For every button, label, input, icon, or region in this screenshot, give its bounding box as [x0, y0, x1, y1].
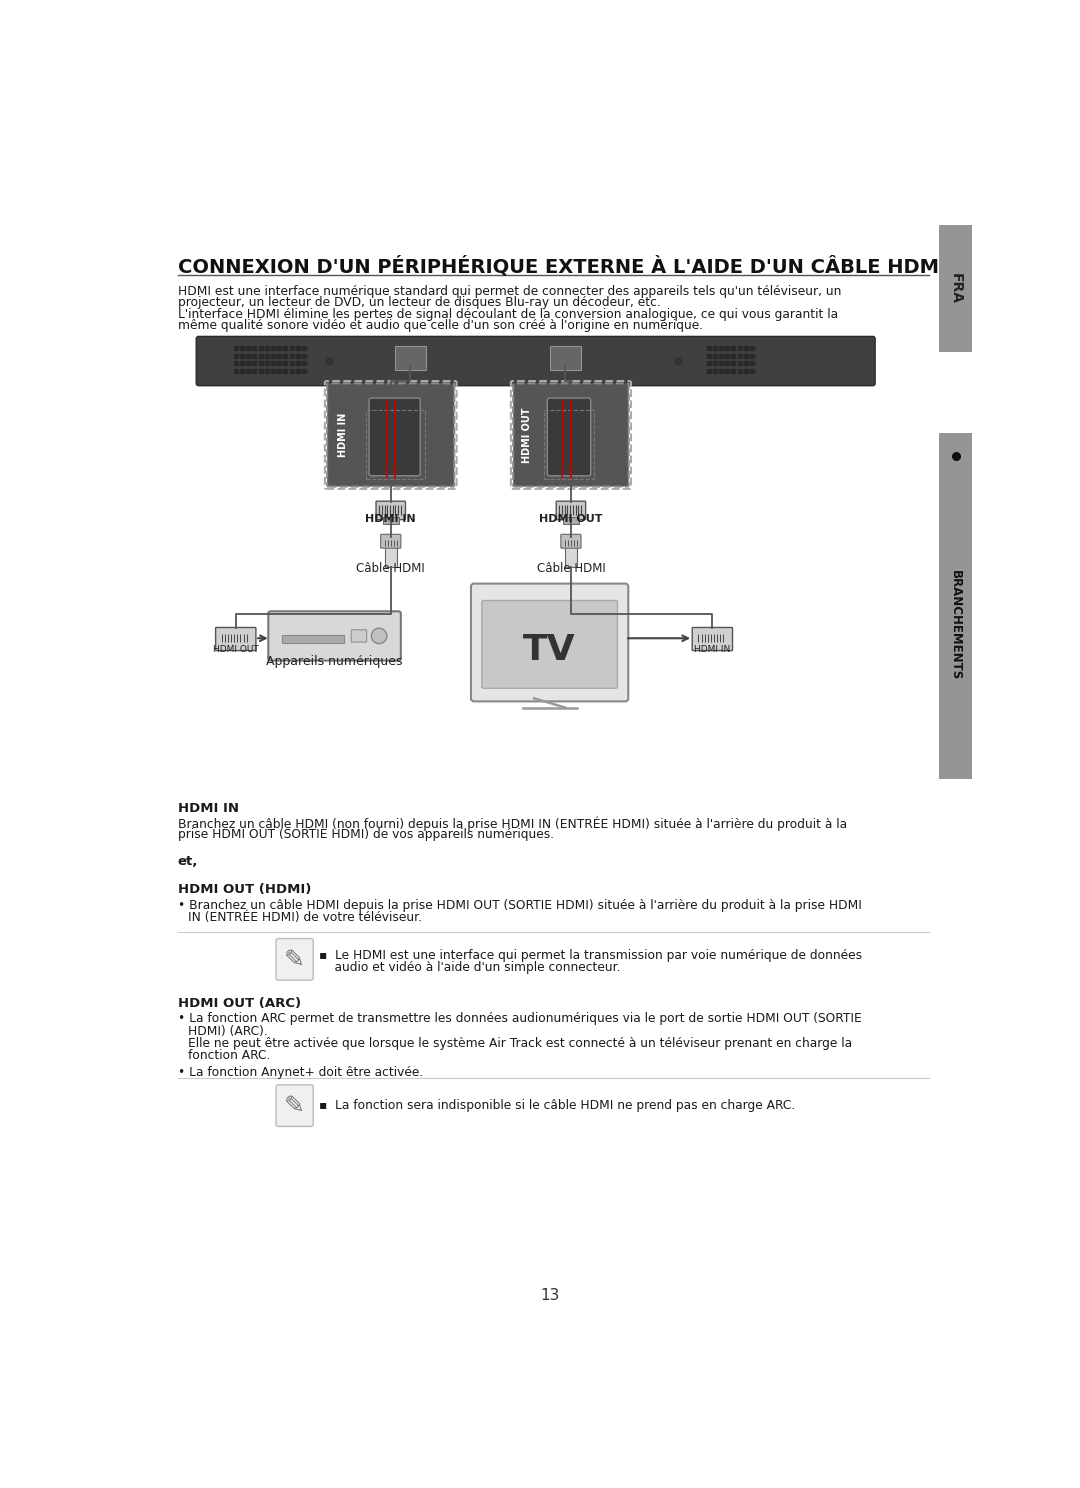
Bar — [940, 433, 972, 780]
FancyBboxPatch shape — [548, 397, 591, 476]
Text: HDMI OUT: HDMI OUT — [213, 644, 258, 653]
Bar — [550, 347, 581, 369]
Text: même qualité sonore vidéo et audio que celle d'un son créé à l'origine en numéri: même qualité sonore vidéo et audio que c… — [177, 320, 703, 332]
Text: HDMI IN: HDMI IN — [338, 412, 348, 457]
Text: HDMI IN: HDMI IN — [177, 802, 239, 815]
Text: HDMI IN: HDMI IN — [694, 644, 730, 653]
Text: Branchez un câble HDMI (non fourni) depuis la prise HDMI IN (ENTRÉE HDMI) située: Branchez un câble HDMI (non fourni) depu… — [177, 815, 847, 830]
Text: et,: et, — [177, 854, 198, 868]
FancyBboxPatch shape — [692, 628, 732, 650]
Text: IN (ENTRÉE HDMI) de votre téléviseur.: IN (ENTRÉE HDMI) de votre téléviseur. — [188, 911, 421, 924]
Text: HDMI IN: HDMI IN — [365, 513, 416, 524]
Text: HDMI OUT (ARC): HDMI OUT (ARC) — [177, 997, 300, 1010]
Text: HDMI est une interface numérique standard qui permet de connecter des appareils : HDMI est une interface numérique standar… — [177, 284, 841, 298]
Text: HDMI OUT: HDMI OUT — [522, 408, 532, 463]
Text: HDMI OUT (HDMI): HDMI OUT (HDMI) — [177, 882, 311, 896]
Text: • La fonction Anynet+ doit être activée.: • La fonction Anynet+ doit être activée. — [177, 1065, 423, 1079]
FancyBboxPatch shape — [276, 939, 313, 981]
Text: ▪  Le HDMI est une interface qui permet la transmission par voie numérique de do: ▪ Le HDMI est une interface qui permet l… — [320, 948, 863, 961]
FancyBboxPatch shape — [513, 384, 629, 487]
Text: ✎: ✎ — [284, 1094, 306, 1117]
FancyBboxPatch shape — [561, 534, 581, 548]
FancyBboxPatch shape — [351, 629, 367, 643]
Text: Câble HDMI: Câble HDMI — [356, 562, 426, 574]
Bar — [940, 225, 972, 351]
Circle shape — [372, 628, 387, 644]
FancyBboxPatch shape — [482, 601, 618, 689]
Text: BRANCHEMENTS: BRANCHEMENTS — [949, 570, 962, 680]
FancyBboxPatch shape — [376, 501, 405, 519]
Text: Elle ne peut être activée que lorsque le système Air Track est connecté à un tél: Elle ne peut être activée que lorsque le… — [188, 1037, 852, 1051]
Text: • La fonction ARC permet de transmettre les données audionumériques via le port : • La fonction ARC permet de transmettre … — [177, 1012, 862, 1025]
FancyBboxPatch shape — [471, 583, 629, 701]
Bar — [282, 635, 345, 643]
FancyBboxPatch shape — [197, 336, 875, 385]
FancyBboxPatch shape — [380, 534, 401, 548]
Text: 13: 13 — [540, 1287, 559, 1303]
Text: ✎: ✎ — [284, 948, 306, 972]
Text: HDMI) (ARC).: HDMI) (ARC). — [188, 1025, 268, 1037]
Text: Appareils numériques: Appareils numériques — [267, 655, 403, 668]
Bar — [384, 539, 397, 567]
Text: TV: TV — [524, 634, 576, 667]
Text: audio et vidéo à l'aide d'un simple connecteur.: audio et vidéo à l'aide d'un simple conn… — [320, 961, 621, 973]
Text: HDMI OUT: HDMI OUT — [539, 513, 603, 524]
FancyBboxPatch shape — [369, 397, 420, 476]
Bar — [563, 518, 579, 524]
Text: L'interface HDMI élimine les pertes de signal découlant de la conversion analogi: L'interface HDMI élimine les pertes de s… — [177, 308, 838, 321]
Bar — [394, 347, 426, 369]
Text: ▪  La fonction sera indisponible si le câble HDMI ne prend pas en charge ARC.: ▪ La fonction sera indisponible si le câ… — [320, 1100, 796, 1113]
FancyBboxPatch shape — [216, 628, 256, 650]
Text: FRA: FRA — [948, 272, 962, 304]
FancyBboxPatch shape — [268, 612, 401, 661]
Bar — [383, 518, 399, 524]
Text: prise HDMI OUT (SORTIE HDMI) de vos appareils numériques.: prise HDMI OUT (SORTIE HDMI) de vos appa… — [177, 829, 554, 841]
FancyBboxPatch shape — [276, 1085, 313, 1126]
FancyBboxPatch shape — [556, 501, 585, 519]
Text: • Branchez un câble HDMI depuis la prise HDMI OUT (SORTIE HDMI) située à l'arriè: • Branchez un câble HDMI depuis la prise… — [177, 899, 862, 912]
FancyBboxPatch shape — [327, 384, 455, 487]
Bar — [565, 539, 577, 567]
Text: Câble HDMI: Câble HDMI — [537, 562, 605, 574]
Text: CONNEXION D'UN PÉRIPHÉRIQUE EXTERNE À L'AIDE D'UN CÂBLE HDMI: CONNEXION D'UN PÉRIPHÉRIQUE EXTERNE À L'… — [177, 256, 946, 277]
Text: fonction ARC.: fonction ARC. — [188, 1049, 270, 1062]
Text: projecteur, un lecteur de DVD, un lecteur de disques Blu-ray un décodeur, etc.: projecteur, un lecteur de DVD, un lecteu… — [177, 296, 660, 310]
